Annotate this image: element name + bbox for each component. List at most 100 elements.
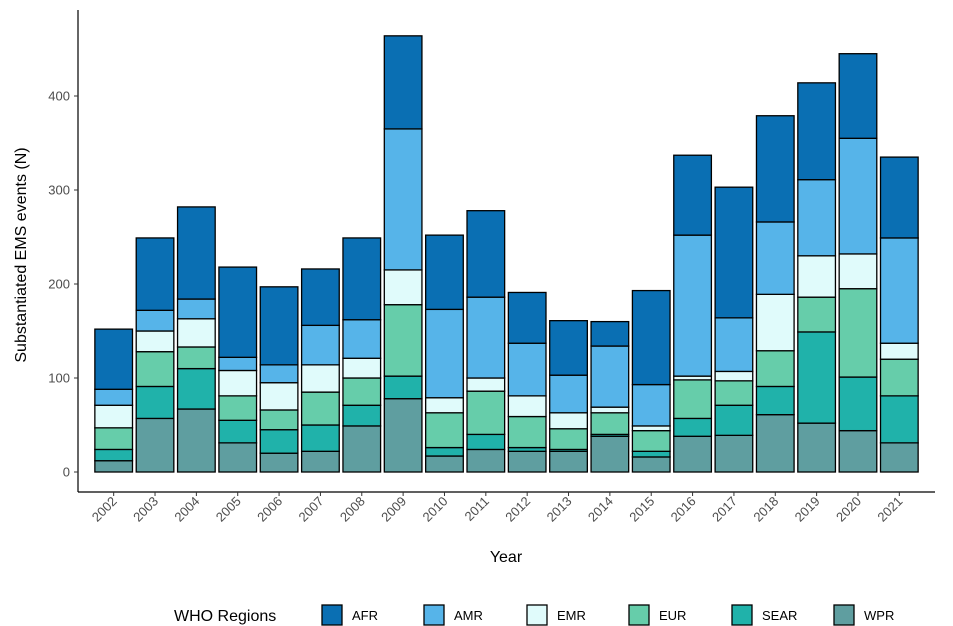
legend-label: AMR [454, 608, 483, 623]
y-tick-label: 200 [48, 277, 70, 292]
bar-segment [755, 414, 795, 473]
bar-segment [879, 395, 919, 444]
bar-segment [631, 456, 671, 473]
x-tick-label: 2017 [709, 494, 740, 525]
bar-segment [631, 450, 671, 458]
bar-segment [259, 429, 299, 454]
bar-segment [425, 308, 464, 399]
bar-segment [135, 330, 175, 353]
bar-segment [879, 358, 919, 397]
bar-segment [218, 395, 258, 421]
x-tick-label: 2006 [254, 494, 285, 525]
bar-segment [755, 350, 795, 388]
bar-segment [507, 291, 547, 344]
bar-segment [631, 425, 671, 432]
x-tick-label: 2010 [420, 494, 451, 525]
bar-segment [383, 128, 423, 271]
bar-segment [342, 237, 382, 321]
bar-segment [714, 317, 754, 373]
bar-segment [838, 429, 878, 473]
bar-segment [218, 266, 258, 358]
bar-segment [797, 82, 837, 181]
bar-segment [631, 429, 671, 452]
bar-segment [94, 460, 134, 473]
bar-segment [425, 412, 464, 449]
bar-segment [714, 186, 754, 319]
bar-segment [342, 319, 382, 359]
bar-segment [673, 234, 713, 377]
bar-segment [300, 268, 340, 327]
x-tick-label: 2005 [213, 494, 244, 525]
bar-segment [838, 376, 878, 432]
bar-segment [94, 328, 134, 390]
x-tick-label: 2014 [585, 494, 616, 525]
bar-segment [300, 450, 340, 473]
bar-segment [425, 397, 464, 414]
legend-swatch [321, 604, 343, 626]
bar-segment [259, 409, 299, 431]
x-tick-label: 2002 [89, 494, 120, 525]
legend-label: EMR [557, 608, 586, 623]
y-tick-label: 0 [63, 465, 70, 480]
x-tick-label: 2019 [792, 494, 823, 525]
bar-segment [94, 427, 134, 451]
legend-label: WPR [864, 608, 894, 623]
x-tick-label: 2013 [544, 494, 575, 525]
bar-segment [755, 385, 795, 416]
bar-segment [879, 156, 919, 239]
x-axis-title: Year [490, 549, 523, 566]
legend-title: WHO Regions [174, 608, 276, 625]
bar-segment [838, 137, 878, 255]
bar-segment [425, 446, 464, 457]
bar-segment [342, 425, 382, 473]
bar-segment [466, 377, 506, 392]
bar-segment [797, 296, 837, 333]
bar-segment [466, 210, 506, 298]
legend-swatch [423, 604, 445, 626]
bar-segment [755, 115, 795, 223]
bar-segment [300, 391, 340, 426]
bar-segment [135, 351, 175, 388]
bar-segment [383, 304, 423, 377]
bar-segment [176, 408, 216, 473]
bar-segment [549, 450, 588, 473]
bar-segment [797, 255, 837, 298]
legend-swatch [628, 604, 650, 626]
bar-segment [797, 331, 837, 424]
bar-segment [466, 433, 506, 451]
bar-segment [714, 370, 754, 382]
bar-segment [218, 419, 258, 444]
bar-segment [259, 382, 299, 411]
y-tick-label: 400 [48, 89, 70, 104]
bar-segment [94, 388, 134, 406]
bar-segment [300, 324, 340, 366]
x-tick-label: 2003 [130, 494, 161, 525]
bar-segment [879, 442, 919, 473]
bar-segment [176, 298, 216, 320]
bar-segment [135, 237, 175, 311]
bar-segment [218, 442, 258, 473]
bar-segment [879, 237, 919, 344]
y-tick-label: 300 [48, 183, 70, 198]
x-tick-label: 2015 [626, 494, 657, 525]
legend-swatch [731, 604, 753, 626]
bar-segment [466, 390, 506, 436]
bar-segment [631, 383, 671, 427]
bar-segment [673, 379, 713, 420]
x-tick-label: 2016 [668, 494, 699, 525]
bar-segment [342, 377, 382, 406]
bar-segment [507, 415, 547, 449]
bar-segment [218, 369, 258, 397]
bar-segment [176, 346, 216, 370]
bar-segment [590, 345, 630, 408]
bar-segment [94, 404, 134, 429]
bar-segment [755, 221, 795, 295]
bar-segment [342, 357, 382, 379]
bar-segment [342, 404, 382, 427]
bar-segment [94, 448, 134, 462]
bar-segment [714, 380, 754, 406]
bar-segment [755, 293, 795, 352]
x-tick-label: 2007 [295, 494, 326, 525]
